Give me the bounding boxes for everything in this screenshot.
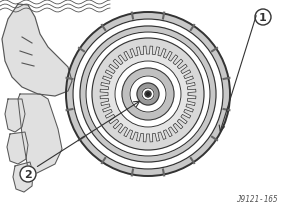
Circle shape bbox=[142, 89, 154, 101]
Circle shape bbox=[92, 39, 204, 150]
Polygon shape bbox=[2, 5, 72, 97]
Circle shape bbox=[130, 77, 166, 112]
Circle shape bbox=[66, 13, 230, 176]
Text: 1: 1 bbox=[259, 13, 267, 23]
Polygon shape bbox=[100, 47, 196, 142]
Circle shape bbox=[20, 166, 36, 182]
Circle shape bbox=[86, 33, 210, 156]
Circle shape bbox=[73, 20, 223, 169]
Text: J9121-165: J9121-165 bbox=[236, 194, 278, 204]
Circle shape bbox=[115, 62, 181, 127]
Circle shape bbox=[255, 10, 271, 26]
Polygon shape bbox=[18, 95, 62, 174]
Text: 2: 2 bbox=[24, 169, 32, 179]
Circle shape bbox=[145, 91, 151, 97]
Polygon shape bbox=[5, 99, 25, 132]
Circle shape bbox=[122, 69, 174, 121]
Polygon shape bbox=[13, 162, 33, 192]
Circle shape bbox=[137, 84, 159, 105]
Circle shape bbox=[146, 93, 150, 96]
Circle shape bbox=[80, 27, 216, 162]
Polygon shape bbox=[7, 132, 28, 164]
